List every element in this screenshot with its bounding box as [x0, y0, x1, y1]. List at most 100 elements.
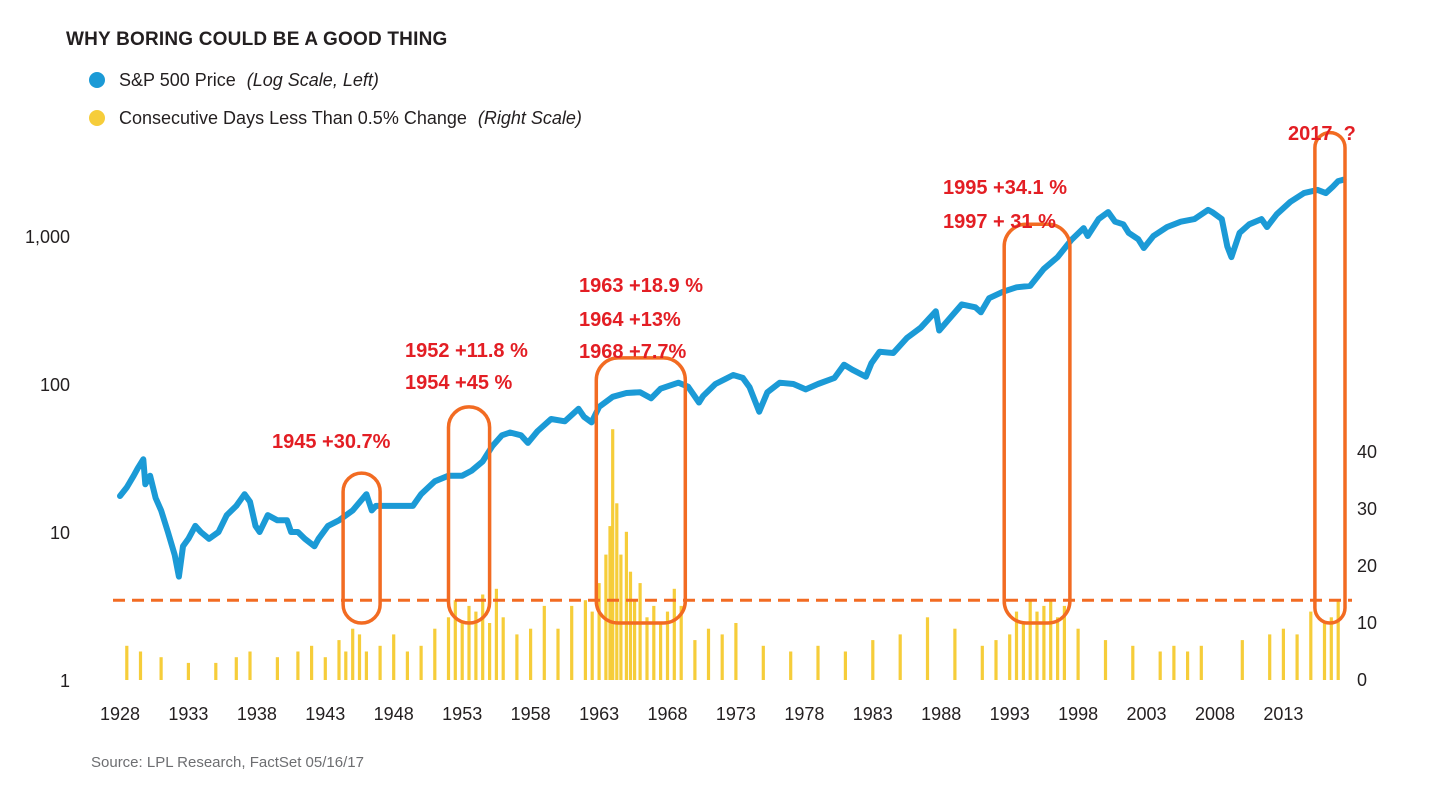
days-bar: [597, 583, 601, 680]
days-bar: [693, 640, 697, 680]
x-tick-label: 1978: [784, 704, 824, 724]
y-left-tick-label: 1,000: [25, 227, 70, 247]
days-bar: [645, 617, 649, 680]
x-tick-label: 1963: [579, 704, 619, 724]
y-right-tick-label: 30: [1357, 499, 1377, 519]
x-tick-label: 1993: [990, 704, 1030, 724]
legend-label-days: Consecutive Days Less Than 0.5% Change: [119, 108, 467, 128]
days-bar: [501, 617, 505, 680]
x-tick-label: 1943: [305, 704, 345, 724]
days-bar: [1322, 623, 1327, 680]
days-bar: [323, 657, 327, 680]
days-bar: [843, 651, 847, 680]
source-note: Source: LPL Research, FactSet 05/16/17: [91, 754, 364, 771]
days-bar: [1131, 645, 1135, 680]
y-left-tick-label: 100: [40, 375, 70, 395]
days-bar: [515, 634, 519, 680]
days-bar: [619, 554, 623, 680]
annotation-1997: 1997 + 31 %: [943, 211, 1056, 233]
y-axis-right: 0 10 20 30 40: [1357, 442, 1377, 690]
days-bar: [570, 605, 574, 680]
x-tick-label: 2003: [1126, 704, 1166, 724]
days-bar: [529, 628, 533, 680]
days-bar: [980, 645, 984, 680]
days-bar: [337, 640, 341, 680]
days-bar: [633, 600, 637, 680]
days-bar: [624, 531, 628, 680]
days-bar: [446, 617, 451, 680]
y-axis-left: 1 10 100 1,000: [25, 227, 70, 691]
days-bar: [1035, 611, 1039, 680]
days-bar: [1062, 605, 1066, 680]
x-tick-label: 2013: [1263, 704, 1303, 724]
days-bar: [1268, 634, 1272, 680]
legend-marker-price: [89, 72, 105, 88]
days-bar: [1172, 645, 1176, 680]
days-bar: [405, 651, 409, 680]
days-bar: [474, 611, 478, 680]
days-bar: [357, 634, 362, 680]
days-bar: [672, 588, 676, 680]
days-bar: [720, 634, 724, 680]
days-bar: [1103, 640, 1108, 680]
annotation-1968: 1968 +7.7%: [579, 341, 687, 363]
days-bar: [628, 571, 633, 680]
days-bar: [816, 645, 820, 680]
days-bar: [652, 605, 656, 680]
days-bar: [214, 662, 218, 680]
x-tick-label: 1948: [374, 704, 414, 724]
legend-note-price: (Log Scale, Left): [247, 70, 379, 90]
days-bar: [392, 634, 396, 680]
days-bar: [1049, 600, 1053, 680]
annotation-1964: 1964 +13%: [579, 309, 681, 331]
annotation-1963: 1963 +18.9 %: [579, 275, 703, 297]
days-bar: [761, 645, 765, 680]
days-bar: [138, 651, 143, 680]
days-bar: [488, 623, 492, 680]
days-bar: [542, 605, 546, 680]
days-bar: [706, 628, 711, 680]
days-bar: [898, 634, 902, 680]
x-tick-label: 1958: [511, 704, 551, 724]
days-bar: [583, 600, 587, 680]
price-series-line: [117, 176, 1347, 580]
legend-entry-price: S&P 500 Price (Log Scale, Left): [119, 70, 379, 90]
legend-entry-days: Consecutive Days Less Than 0.5% Change (…: [119, 108, 582, 128]
annotations: 1945 +30.7% 1952 +11.8 % 1954 +45 % 1963…: [272, 123, 1356, 453]
days-bar: [159, 657, 163, 680]
y-right-tick-label: 0: [1357, 670, 1367, 690]
y-right-tick-label: 40: [1357, 442, 1377, 462]
x-tick-label: 1938: [237, 704, 277, 724]
days-bar: [1014, 611, 1019, 680]
y-right-tick-label: 10: [1357, 613, 1377, 633]
x-tick-label: 1973: [716, 704, 756, 724]
days-bar: [556, 628, 560, 680]
annotation-1952: 1952 +11.8 %: [405, 340, 528, 362]
annotation-1945: 1945 +30.7%: [272, 431, 391, 453]
x-tick-label: 1998: [1058, 704, 1098, 724]
days-bars: [125, 429, 1340, 680]
x-tick-label: 1968: [647, 704, 687, 724]
y-left-tick-label: 10: [50, 523, 70, 543]
days-bar: [186, 662, 190, 680]
legend: S&P 500 Price (Log Scale, Left) Consecut…: [89, 70, 582, 128]
days-bar: [734, 623, 738, 680]
days-bar: [925, 617, 930, 680]
days-bar: [608, 526, 612, 680]
days-bar: [611, 429, 615, 680]
highlight-boxes: [341, 130, 1347, 625]
x-tick-label: 1928: [100, 704, 140, 724]
days-bar: [1240, 640, 1244, 680]
days-bar: [871, 640, 875, 680]
x-tick-label: 1988: [921, 704, 961, 724]
days-bar: [1329, 617, 1333, 680]
days-bar: [665, 611, 670, 680]
x-tick-label: 1983: [853, 704, 893, 724]
annotation-1954: 1954 +45 %: [405, 372, 513, 394]
annotation-1995: 1995 +34.1 %: [943, 177, 1067, 199]
days-bar: [1056, 617, 1060, 680]
days-bar: [1336, 600, 1340, 680]
days-bar: [1158, 651, 1162, 680]
legend-note-days: (Right Scale): [478, 108, 582, 128]
